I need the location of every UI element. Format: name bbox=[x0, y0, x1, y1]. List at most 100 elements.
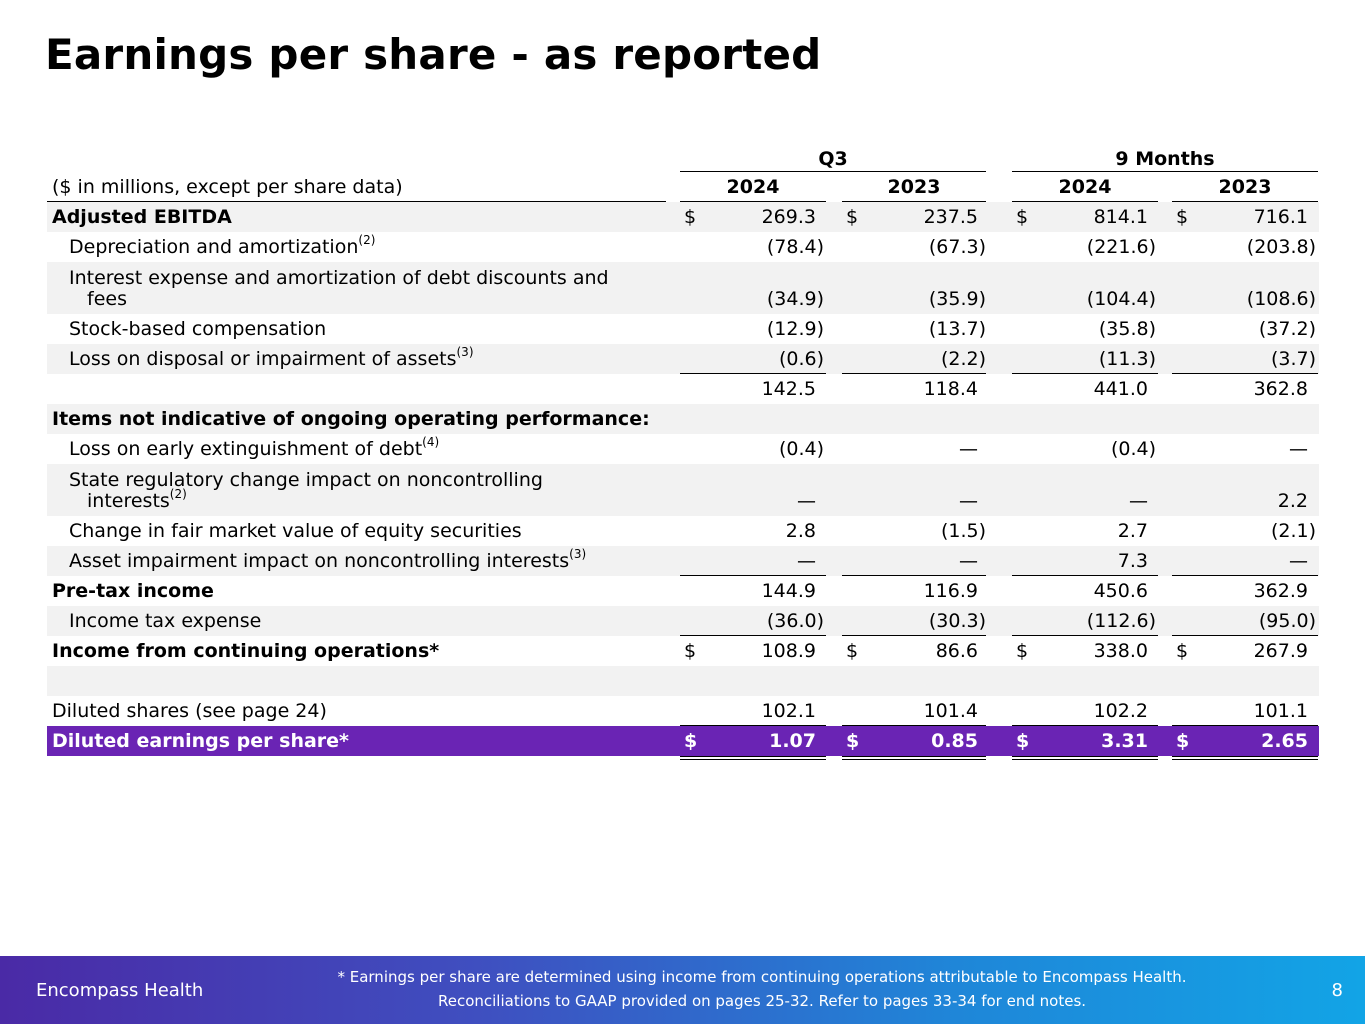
value-q3-2023: 116.9 bbox=[923, 580, 978, 602]
divider bbox=[680, 201, 826, 202]
value-9m-2024: 7.3 bbox=[1117, 550, 1148, 572]
divider bbox=[1172, 575, 1318, 576]
footer-note-line-1: * Earnings per share are determined usin… bbox=[337, 968, 1187, 986]
value-q3-2023: 237.5 bbox=[923, 206, 978, 228]
divider bbox=[680, 373, 826, 374]
value-9m-2023: 362.9 bbox=[1253, 580, 1308, 602]
table-row-adjusted-ebitda: Adjusted EBITDA $ $ $ $ 269.3 237.5 814.… bbox=[47, 202, 1319, 232]
value-9m-2023: (203.8) bbox=[1246, 236, 1316, 258]
footer-bar: Encompass Health * Earnings per share ar… bbox=[0, 956, 1365, 1024]
currency-symbol: $ bbox=[846, 640, 859, 662]
value-9m-2024: (104.4) bbox=[1086, 288, 1156, 310]
value-9m-2023: 2.2 bbox=[1277, 490, 1308, 512]
currency-symbol: $ bbox=[1176, 730, 1190, 752]
table-row-diluted-shares: Diluted shares (see page 24) 102.1 101.4… bbox=[47, 696, 1319, 726]
divider bbox=[680, 575, 826, 576]
divider bbox=[1172, 725, 1318, 726]
value-9m-2024: 450.6 bbox=[1093, 580, 1148, 602]
value-9m-2024: (112.6) bbox=[1086, 610, 1156, 632]
value-9m-2024: (0.4) bbox=[1110, 438, 1156, 460]
divider bbox=[842, 725, 986, 726]
value-q3-2024: 102.1 bbox=[761, 700, 816, 722]
divider bbox=[842, 635, 986, 636]
value-9m-2023: (3.7) bbox=[1270, 348, 1316, 370]
value-q3-2024: 144.9 bbox=[761, 580, 816, 602]
row-label: Income from continuing operations* bbox=[52, 640, 440, 662]
row-label: Asset impairment impact on noncontrollin… bbox=[69, 547, 587, 572]
table-row-depreciation: Depreciation and amortization(2) (78.4) … bbox=[47, 232, 1319, 262]
double-underline bbox=[1012, 756, 1158, 760]
currency-symbol: $ bbox=[1176, 640, 1189, 662]
value-9m-2024: 338.0 bbox=[1093, 640, 1148, 662]
units-label: ($ in millions, except per share data) bbox=[52, 176, 403, 198]
value-q3-2023: (1.5) bbox=[940, 520, 986, 542]
value-q3-2023: 118.4 bbox=[923, 378, 978, 400]
currency-symbol: $ bbox=[846, 730, 860, 752]
header-9-months: 9 Months bbox=[1115, 148, 1215, 170]
value-q3-2023: — bbox=[959, 438, 978, 460]
currency-symbol: $ bbox=[1016, 730, 1030, 752]
value-q3-2023: (13.7) bbox=[928, 318, 986, 340]
divider bbox=[1172, 635, 1318, 636]
value-q3-2024: (34.9) bbox=[766, 288, 824, 310]
divider bbox=[1012, 635, 1158, 636]
divider bbox=[1012, 201, 1158, 202]
section-heading: Items not indicative of ongoing operatin… bbox=[52, 408, 650, 430]
row-label: Change in fair market value of equity se… bbox=[69, 520, 522, 542]
table-row-spacer bbox=[47, 666, 1319, 696]
row-label: Income tax expense bbox=[69, 610, 262, 632]
value-9m-2024: 441.0 bbox=[1093, 378, 1148, 400]
table-row-income-tax: Income tax expense (36.0) (30.3) (112.6)… bbox=[47, 606, 1319, 636]
brand-name: Encompass Health bbox=[36, 980, 204, 1001]
eps-table: Q3 9 Months ($ in millions, except per s… bbox=[47, 142, 1319, 760]
value-9m-2023: (2.1) bbox=[1270, 520, 1316, 542]
row-label: Diluted shares (see page 24) bbox=[52, 700, 327, 722]
table-header-groups: Q3 9 Months bbox=[47, 142, 1319, 172]
value-q3-2024: (12.9) bbox=[766, 318, 824, 340]
divider bbox=[680, 171, 986, 172]
row-label: Loss on disposal or impairment of assets… bbox=[69, 345, 474, 370]
value-9m-2023: 267.9 bbox=[1253, 640, 1308, 662]
row-label: Depreciation and amortization(2) bbox=[69, 233, 376, 258]
table-row-loss-extinguishment: Loss on early extinguishment of debt(4) … bbox=[47, 434, 1319, 464]
divider bbox=[1012, 575, 1158, 576]
value-9m-2024: 102.2 bbox=[1093, 700, 1148, 722]
divider bbox=[1012, 373, 1158, 374]
divider bbox=[1012, 171, 1318, 172]
value-9m-2024: 814.1 bbox=[1093, 206, 1148, 228]
table-row-asset-impairment: Asset impairment impact on noncontrollin… bbox=[47, 546, 1319, 576]
divider bbox=[842, 373, 986, 374]
year-header: 2024 bbox=[726, 176, 780, 198]
value-9m-2023: — bbox=[1289, 438, 1308, 460]
value-q3-2024: (0.4) bbox=[778, 438, 824, 460]
value-9m-2023: (37.2) bbox=[1258, 318, 1316, 340]
table-row-income-continuing-ops: Income from continuing operations* $ $ $… bbox=[47, 636, 1319, 670]
divider bbox=[680, 635, 826, 636]
double-underline bbox=[842, 756, 986, 760]
value-9m-2023: 101.1 bbox=[1253, 700, 1308, 722]
table-row-section-heading: Items not indicative of ongoing operatin… bbox=[47, 404, 1319, 434]
value-q3-2023: — bbox=[959, 490, 978, 512]
row-label: Pre-tax income bbox=[52, 580, 214, 602]
value-9m-2023: 362.8 bbox=[1253, 378, 1308, 400]
divider bbox=[1172, 201, 1318, 202]
footer-note: * Earnings per share are determined usin… bbox=[300, 965, 1224, 1013]
row-label: Diluted earnings per share* bbox=[52, 730, 349, 752]
footer-note-line-2: Reconciliations to GAAP provided on page… bbox=[437, 992, 1087, 1010]
row-label: Stock-based compensation bbox=[69, 318, 327, 340]
value-q3-2024: — bbox=[797, 490, 816, 512]
value-9m-2024: (35.8) bbox=[1098, 318, 1156, 340]
value-9m-2024: (221.6) bbox=[1086, 236, 1156, 258]
header-q3: Q3 bbox=[818, 148, 848, 170]
table-row-pretax-income: Pre-tax income 144.9 116.9 450.6 362.9 bbox=[47, 576, 1319, 606]
value-q3-2023: 0.85 bbox=[931, 730, 978, 752]
year-header: 2023 bbox=[1218, 176, 1272, 198]
currency-symbol: $ bbox=[684, 640, 697, 662]
table-row-diluted-eps: Diluted earnings per share* $ $ $ $ 1.07… bbox=[47, 726, 1319, 760]
currency-symbol: $ bbox=[1016, 640, 1029, 662]
value-q3-2024: (0.6) bbox=[778, 348, 824, 370]
row-label: Interest expense and amortization of deb… bbox=[69, 267, 609, 310]
value-9m-2023: 2.65 bbox=[1261, 730, 1308, 752]
divider bbox=[680, 725, 826, 726]
value-q3-2024: 142.5 bbox=[761, 378, 816, 400]
